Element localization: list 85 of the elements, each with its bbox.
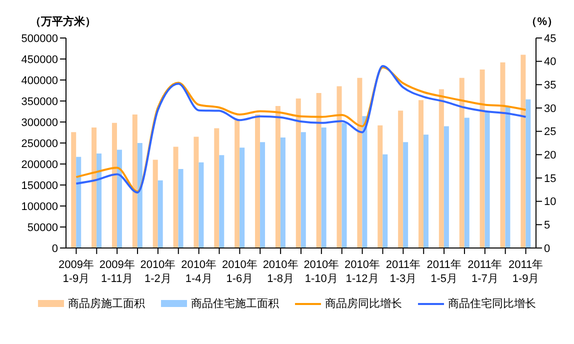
bar (194, 136, 199, 248)
bar (198, 162, 204, 248)
y-tick-label: 150000 (21, 180, 58, 192)
legend-label: 商品房同比增长 (325, 296, 402, 311)
y-tick-label: 0 (52, 242, 58, 255)
y2-tick-label: 35 (544, 80, 556, 92)
bar (296, 98, 301, 248)
y2-tick-label: 20 (544, 150, 556, 162)
y-tick-label: 450000 (21, 54, 58, 66)
bar (342, 122, 347, 248)
bar (240, 148, 245, 248)
bar (403, 142, 408, 248)
bar (158, 180, 163, 248)
bar (484, 112, 490, 248)
x-tick-label: 2010年 1-2月 (140, 259, 176, 285)
bar (378, 125, 383, 248)
legend-label: 商品住宅施工面积 (191, 296, 279, 311)
y-tick-label: 400000 (21, 74, 58, 87)
x-tick-label: 2010年 1-10月 (304, 259, 340, 285)
y2-tick-label: 15 (544, 172, 556, 185)
bar (424, 134, 428, 248)
x-tick-label: 2010年 1-4月 (181, 259, 217, 285)
bar (234, 120, 240, 248)
legend-label: 商品住宅同比增长 (448, 296, 536, 311)
y2-tick-label: 30 (544, 102, 556, 115)
bar (480, 70, 485, 248)
bar (137, 143, 142, 248)
bar (300, 132, 306, 248)
bar (178, 169, 184, 248)
x-tick-label: 2010年 1-12月 (344, 259, 380, 285)
bar (321, 127, 326, 248)
bar (76, 156, 82, 248)
y-tick-label: 350000 (21, 96, 58, 108)
x-tick-label: 2011年 1-5月 (426, 259, 462, 285)
bar (464, 118, 470, 248)
y2-tick-label: 0 (544, 242, 550, 255)
y-tick-label: 50000 (27, 222, 58, 234)
bar (219, 155, 224, 248)
y-tick-label: 250000 (21, 138, 58, 150)
y2-tick-label: 45 (544, 32, 556, 45)
bar (71, 132, 76, 248)
x-tick-label: 2009年 1-11月 (99, 259, 135, 285)
bar (116, 150, 122, 248)
bar (398, 110, 404, 248)
bar (444, 126, 449, 248)
y-tick-label: 100000 (21, 200, 58, 213)
bar (255, 114, 260, 248)
bar (260, 142, 266, 248)
y2-axis-title: （%） (526, 15, 558, 29)
bar (438, 89, 444, 248)
bar (280, 138, 286, 248)
y2-tick-label: 10 (544, 196, 556, 208)
bar (112, 122, 117, 248)
legend-label: 商品房施工面积 (68, 296, 145, 311)
bar (500, 62, 506, 248)
bar (520, 54, 526, 248)
x-tick-label: 2011年 1-9月 (508, 259, 544, 285)
bar (152, 160, 158, 248)
x-tick-label: 2009年 1-9月 (58, 259, 94, 285)
y2-tick-label: 40 (544, 56, 556, 68)
bar (316, 93, 322, 248)
x-tick-label: 2011年 1-7月 (468, 259, 502, 285)
x-tick-label: 2010年 1-8月 (262, 259, 298, 285)
x-tick-label: 2011年 1-3月 (386, 259, 420, 285)
y-tick-label: 200000 (21, 158, 58, 171)
bar (418, 100, 424, 248)
y-axis-title: （万平方米） (30, 14, 96, 29)
y2-tick-label: 5 (544, 220, 550, 232)
y-tick-label: 500000 (21, 32, 58, 45)
bar (132, 114, 138, 248)
bar (96, 154, 102, 248)
y2-tick-label: 25 (544, 126, 556, 138)
bar (92, 127, 97, 248)
bar (173, 146, 178, 248)
bar (526, 99, 531, 248)
bar (382, 154, 388, 248)
bar (357, 78, 362, 248)
x-tick-label: 2010年 1-6月 (222, 259, 258, 285)
bar (362, 116, 368, 248)
bar (459, 78, 464, 248)
bar (336, 86, 342, 248)
bar (275, 106, 280, 248)
bar (214, 128, 220, 248)
bar (505, 106, 510, 248)
y-tick-label: 300000 (21, 116, 58, 129)
